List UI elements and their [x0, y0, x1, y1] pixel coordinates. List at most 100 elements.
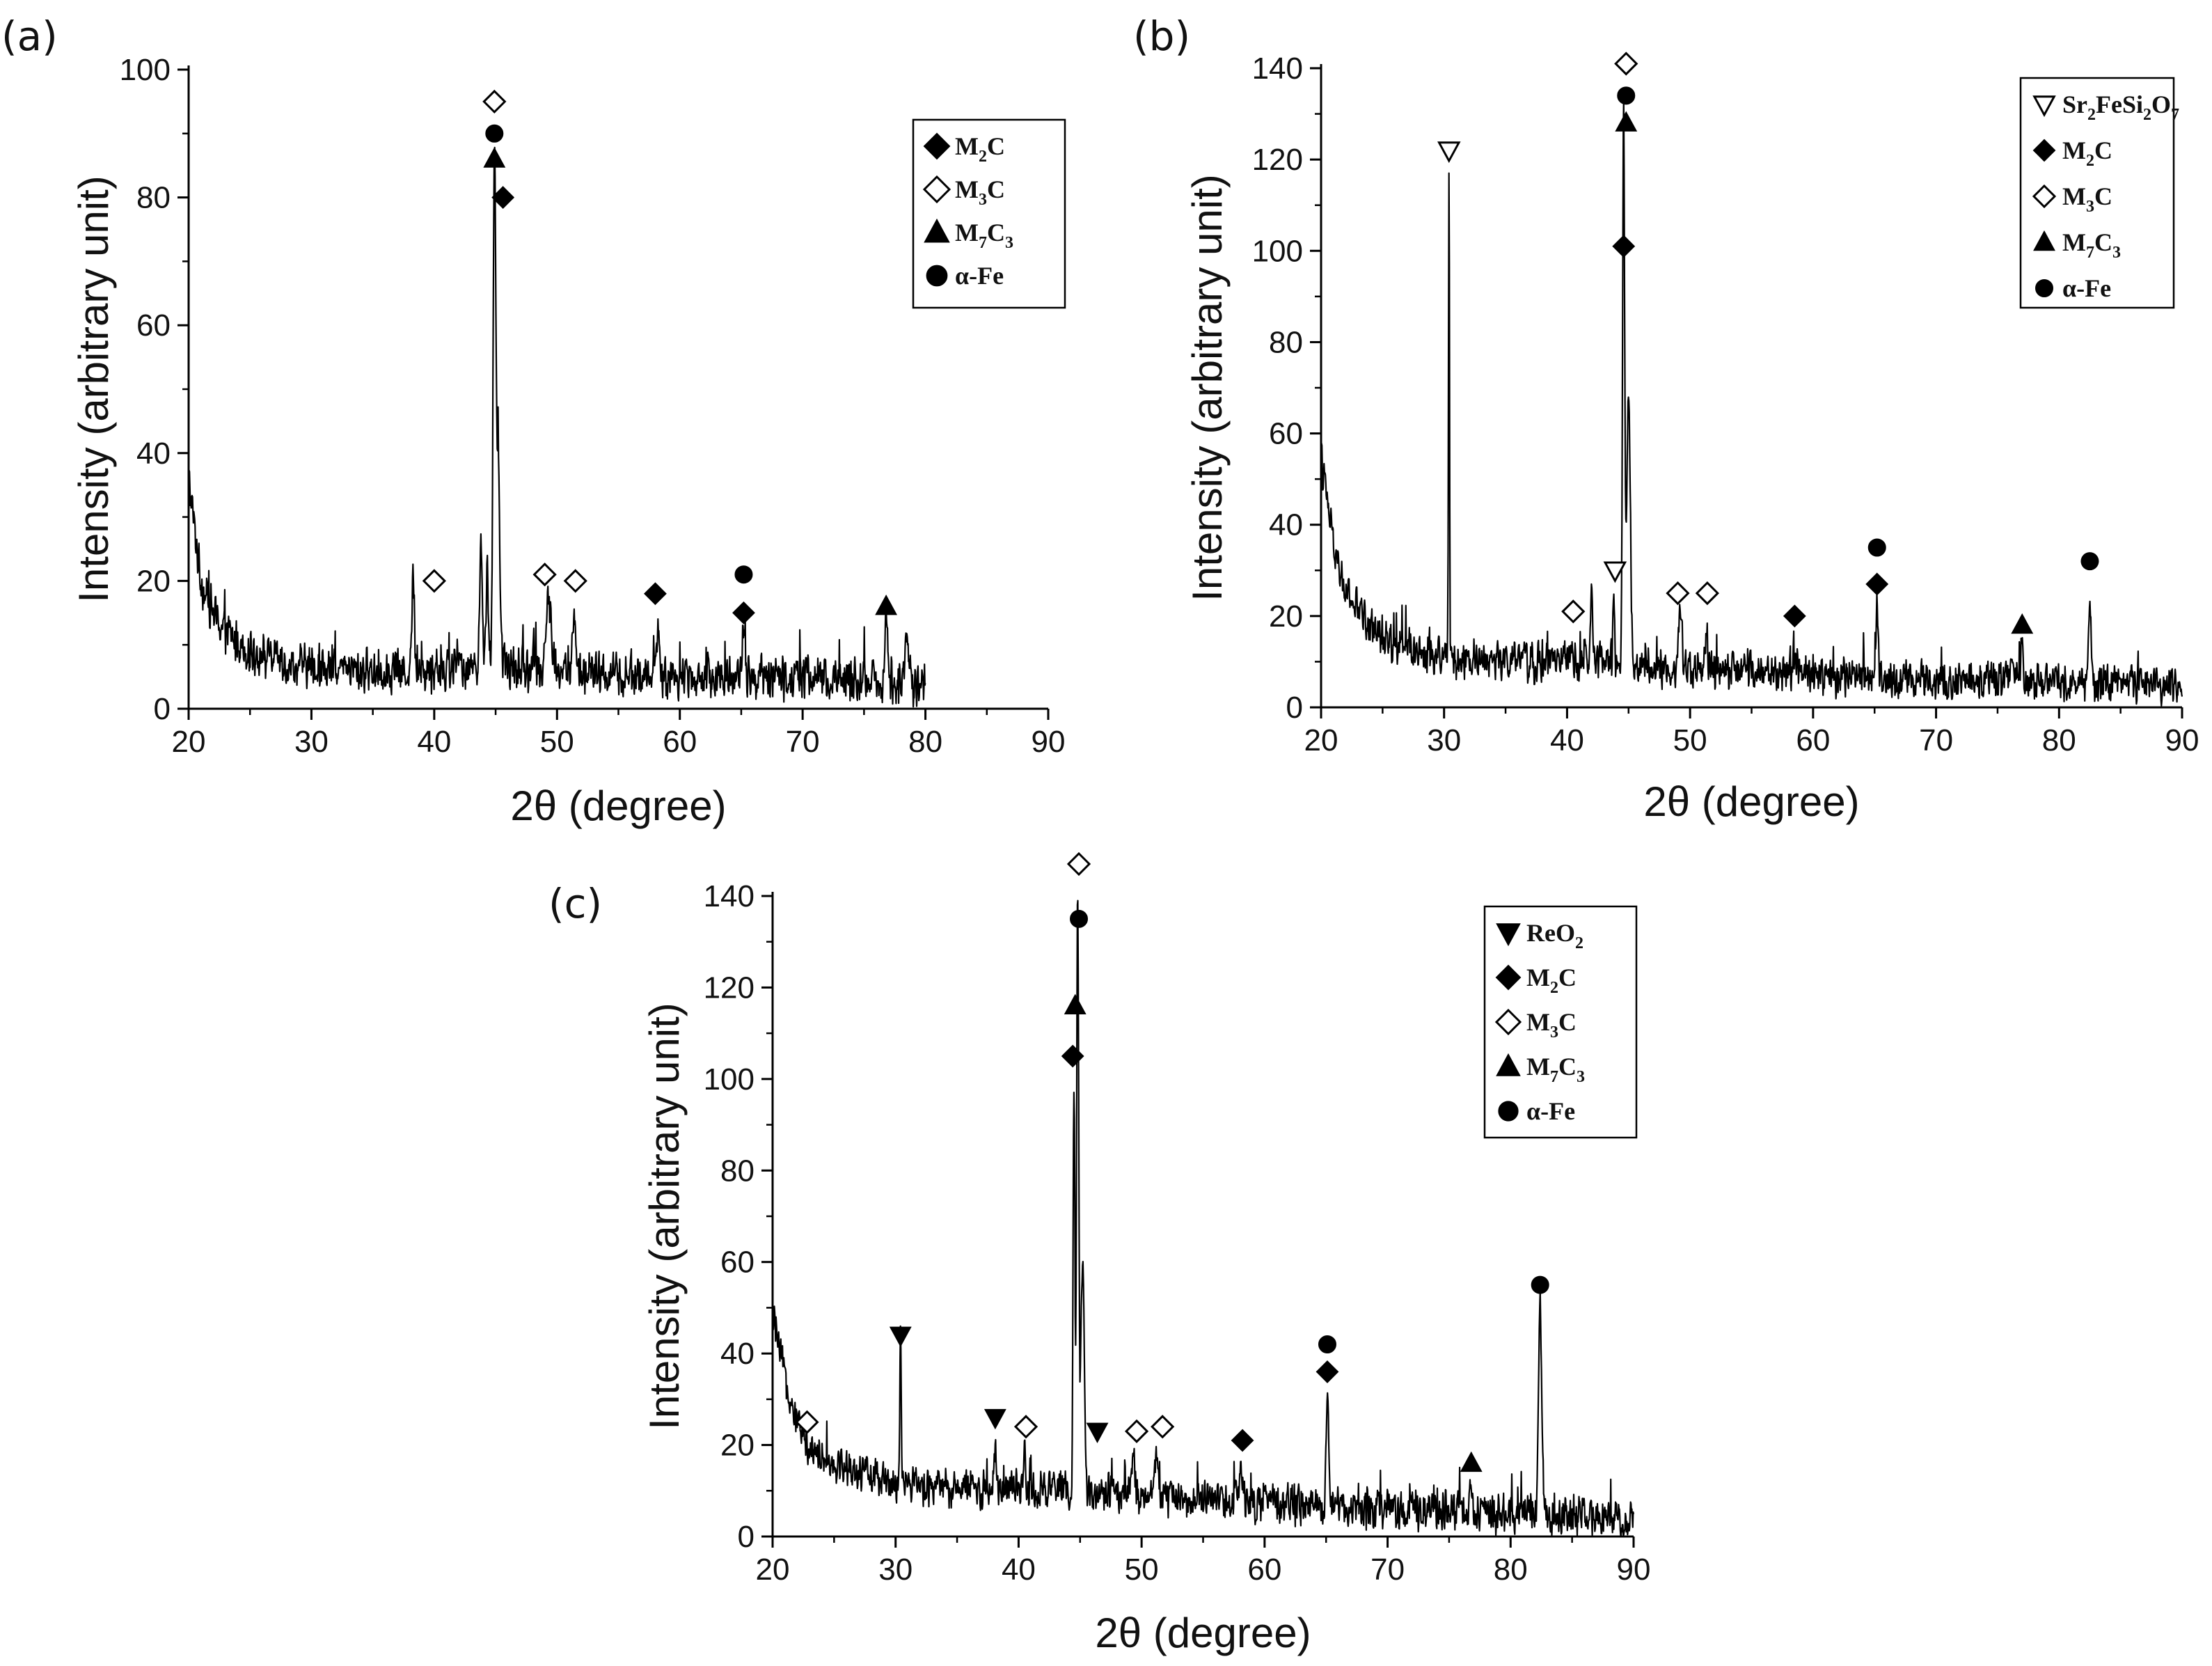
legend-label-rest: C: [987, 132, 1005, 160]
legend-label-main: M: [955, 132, 979, 160]
y-tick-label: 100: [704, 1062, 755, 1097]
phase-marker-diamond: [644, 582, 667, 606]
phase-marker-triangle-down: [1086, 1422, 1109, 1443]
x-tick-label: 20: [172, 725, 206, 759]
x-tick-label: 50: [540, 725, 574, 759]
legend-label-rest2: O: [2151, 91, 2171, 118]
x-tick-label: 90: [1617, 1553, 1651, 1587]
phase-marker-open-diamond: [1124, 1419, 1149, 1443]
legend-label-main: M: [2062, 136, 2086, 164]
xrd-trace-line: [1320, 97, 2183, 707]
legend-label-sub2: 3: [1005, 234, 1013, 252]
legend-marker-diamond: [1495, 964, 1522, 991]
legend-label-main: M: [955, 175, 979, 203]
y-tick-label: 100: [1252, 234, 1303, 268]
legend-marker-triangle: [2033, 230, 2055, 251]
x-tick-label: 80: [1494, 1553, 1528, 1587]
phase-marker-open-diamond: [532, 563, 557, 587]
panel-label: (c): [548, 880, 602, 927]
y-tick-label: 20: [1269, 599, 1303, 634]
phase-marker-circle: [2080, 552, 2099, 571]
x-tick-label: 30: [294, 725, 329, 759]
phase-marker-circle: [1070, 909, 1089, 928]
legend-label-main: M: [1526, 1053, 1550, 1080]
x-tick-label: 80: [2042, 723, 2076, 757]
y-tick-label: 0: [738, 1520, 755, 1554]
legend-label-main: α-Fe: [955, 262, 1004, 290]
x-tick-label: 20: [756, 1553, 790, 1587]
x-axis-title: 2θ (degree): [510, 783, 726, 829]
legend-label: M2C: [2062, 136, 2112, 170]
legend-marker-open-diamond: [2032, 184, 2057, 209]
legend-label-main: ReO: [1526, 919, 1575, 947]
phase-marker-circle: [485, 124, 504, 143]
x-tick-label: 30: [1427, 723, 1461, 757]
x-tick-label: 40: [1550, 723, 1584, 757]
y-tick-label: 60: [136, 308, 171, 343]
phase-marker-open-triangle-down: [1437, 141, 1461, 164]
legend-marker-open-diamond: [922, 175, 951, 204]
legend-label-sub2: 2: [2143, 106, 2151, 124]
legend-label-sub: 7: [1550, 1068, 1558, 1086]
legend-marker-circle: [926, 265, 948, 287]
y-tick-label: 120: [1252, 143, 1303, 177]
y-tick-label: 40: [720, 1337, 755, 1371]
x-tick-label: 60: [663, 725, 697, 759]
legend-label: Sr2FeSi2O7: [2062, 91, 2179, 124]
legend-label: α-Fe: [1526, 1097, 1575, 1125]
legend-label-sub: 2: [1575, 934, 1583, 952]
phase-marker-circle: [1531, 1275, 1549, 1294]
legend-label-rest: C: [2094, 182, 2112, 210]
legend-label: M3C: [1526, 1008, 1577, 1042]
phase-marker-triangle: [1064, 993, 1087, 1014]
x-tick-label: 60: [1796, 723, 1830, 757]
legend-label-sub: 3: [1550, 1023, 1558, 1042]
legend-label-main: Sr: [2062, 91, 2087, 118]
legend-label-sub2: 3: [2112, 244, 2121, 262]
legend-label-rest: C: [987, 175, 1005, 203]
phase-marker-diamond: [1231, 1429, 1254, 1452]
x-axis-title: 2θ (degree): [1643, 778, 1859, 825]
phase-marker-diamond: [491, 186, 515, 210]
y-tick-label: 0: [154, 692, 171, 726]
phase-marker-triangle: [2011, 613, 2034, 634]
phase-marker-diamond: [732, 601, 755, 624]
x-tick-label: 50: [1125, 1553, 1159, 1587]
y-tick-label: 140: [1252, 52, 1303, 86]
x-axis-title: 2θ (degree): [1095, 1610, 1311, 1656]
legend-label-sub: 2: [2087, 106, 2096, 124]
panel-label: (a): [1, 13, 58, 60]
x-tick-label: 20: [1304, 723, 1338, 757]
phase-marker-open-diamond: [1695, 581, 1720, 606]
phase-marker-diamond: [1061, 1044, 1084, 1068]
x-tick-label: 90: [2165, 723, 2199, 757]
phase-marker-triangle: [1615, 111, 1638, 132]
x-tick-label: 40: [1002, 1553, 1036, 1587]
x-tick-label: 40: [417, 725, 451, 759]
phase-marker-diamond: [1783, 604, 1806, 628]
y-axis-title: Intensity (arbitrary unit): [1184, 174, 1231, 602]
phase-marker-circle: [1318, 1335, 1336, 1353]
legend-label-sub: 7: [2086, 244, 2094, 262]
phase-marker-diamond: [1612, 235, 1636, 258]
legend-label-main: α-Fe: [2062, 274, 2111, 302]
legend-label-rest: C: [2094, 136, 2112, 164]
x-tick-label: 30: [878, 1553, 913, 1587]
chart-panel-c: (c)20 30 40 50 60 70 80 900204060801001201402θ …: [548, 851, 1651, 1656]
phase-marker-triangle-down: [889, 1326, 912, 1347]
phase-marker-open-triangle-down: [1603, 561, 1627, 583]
x-tick-label: 70: [786, 725, 820, 759]
phase-marker-open-diamond: [1066, 851, 1091, 877]
legend-label-main: α-Fe: [1526, 1097, 1575, 1125]
legend-label: α-Fe: [955, 262, 1004, 290]
phase-marker-open-diamond: [1614, 52, 1638, 76]
legend-marker-open-diamond: [1494, 1008, 1522, 1036]
legend-label: M2C: [1526, 964, 1577, 997]
y-axis-title: Intensity (arbitrary unit): [641, 1003, 688, 1430]
legend-marker-diamond: [923, 132, 951, 160]
phase-marker-open-diamond: [1666, 581, 1690, 606]
legend-label-rest: C: [1558, 1008, 1577, 1036]
legend-marker-triangle-down: [1496, 923, 1521, 947]
